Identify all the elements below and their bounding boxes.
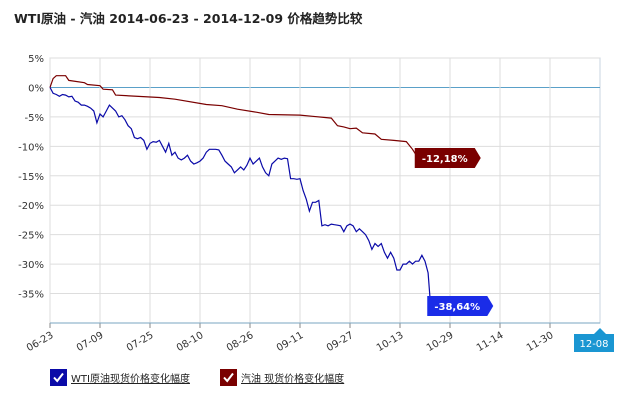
legend-label-wti: WTI原油现货价格变化幅度 (71, 373, 190, 385)
legend-item-wti[interactable]: WTI原油现货价格变化幅度 (50, 368, 190, 386)
end-label-gasoline: -12,18% (422, 154, 468, 165)
end-label-wti: -38,64% (434, 302, 480, 313)
y-tick-label: -35% (18, 290, 44, 301)
series-line-wti (49, 87, 432, 316)
axes: 5% 0% -5% -10% -15% -20% -25% -30% -35% 06-23 07-0… (18, 54, 600, 354)
x-end-label: 12-08 (579, 339, 608, 350)
x-tick-label: 10-13 (375, 330, 406, 354)
y-tick-label: -15% (18, 172, 44, 183)
x-tick-label: 08-10 (175, 330, 206, 354)
y-tick-label: -10% (18, 142, 44, 153)
x-tick-label: 10-29 (425, 330, 456, 354)
x-tick-label: 08-26 (225, 330, 256, 354)
x-end-badge-pointer (594, 328, 606, 334)
plot-border (49, 57, 601, 324)
y-tick-label: 5% (28, 54, 44, 65)
y-tick-label: -5% (25, 113, 44, 124)
checkbox-checked-icon[interactable] (50, 368, 67, 386)
x-end-badge (574, 334, 614, 352)
x-tick-label: 11-14 (475, 330, 506, 354)
y-tick-label: -30% (18, 260, 44, 271)
y-tick-label: -25% (18, 231, 44, 242)
series-lines (49, 75, 432, 316)
x-tick-label: 09-27 (325, 330, 356, 354)
end-label-box (427, 296, 494, 316)
x-tick-label: 11-30 (525, 330, 556, 354)
end-label-box (414, 148, 481, 168)
x-tick-label: 09-11 (275, 330, 306, 354)
y-tick-label: 0% (28, 83, 44, 94)
series-line-gasoline (49, 75, 420, 160)
legend-item-gasoline[interactable]: 汽油 现货价格变化幅度 (220, 368, 344, 386)
chart-title: WTI原油 - 汽油 2014-06-23 - 2014-12-09 价格趋势比… (14, 11, 363, 26)
x-tick-label: 07-09 (75, 330, 106, 354)
checkbox-checked-icon[interactable] (220, 368, 237, 386)
x-tick-label: 07-25 (125, 330, 156, 354)
x-tick-label: 06-23 (25, 330, 56, 354)
legend-label-gasoline: 汽油 现货价格变化幅度 (241, 373, 345, 385)
end-labels: -38,64% -12,18% 12-08 (414, 148, 614, 352)
y-tick-label: -20% (18, 201, 44, 212)
grid-lines (49, 57, 601, 324)
